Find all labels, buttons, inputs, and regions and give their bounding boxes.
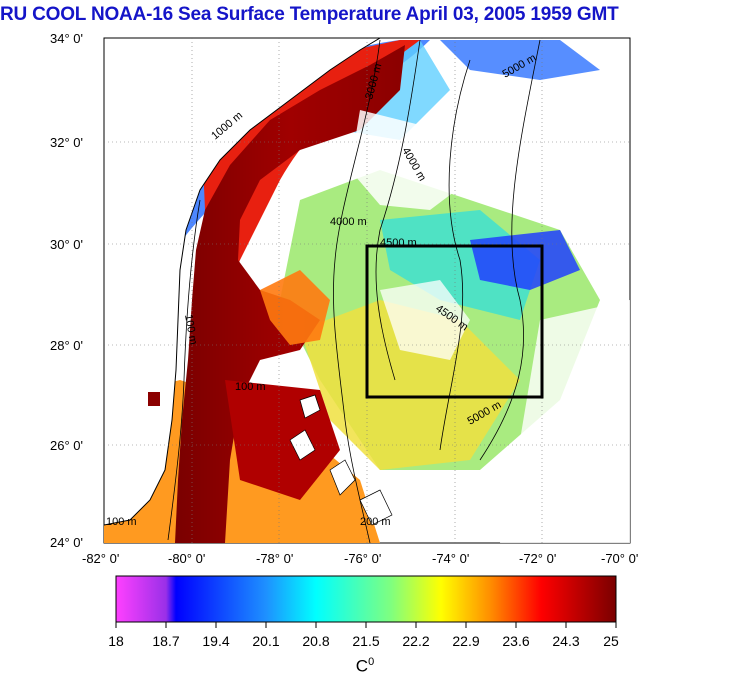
bahamas-islands: [289, 394, 393, 526]
contour-label: 4500 m: [380, 237, 417, 249]
colorbar-tick-label: 20.8: [302, 633, 330, 649]
northern-blue-patch: [440, 40, 600, 80]
colorbar-tick-label: 23.6: [502, 633, 530, 649]
colorbar-tick-label: 22.2: [402, 633, 430, 649]
colorbar-ticks: [115, 622, 617, 628]
contour-label: 100 m: [182, 313, 199, 345]
lon-label: -74° 0': [432, 551, 470, 566]
colorbar-tick-label: 20.1: [252, 633, 280, 649]
contour-label: 100 m: [106, 516, 137, 528]
florida-land: [104, 38, 381, 526]
contour-label: 200 m: [360, 516, 391, 528]
colorbar-tick-label: 24.3: [552, 633, 580, 649]
colorbar-tick-label: 21.5: [352, 633, 380, 649]
contour-label: 100 m: [235, 381, 266, 393]
lat-label: 28° 0': [50, 338, 83, 353]
lat-label: 24° 0': [50, 535, 83, 550]
contour-label: 4000 m: [330, 216, 367, 228]
lat-label: 30° 0': [50, 237, 83, 252]
study-area-box: [365, 244, 544, 399]
lon-label: -72° 0': [519, 551, 557, 566]
cloud-cover-box: [380, 280, 470, 360]
lon-label: -78° 0': [256, 551, 294, 566]
colorbar-tick-label: 18.7: [152, 633, 180, 649]
bathymetry-contours: [167, 39, 541, 543]
lon-label: -82° 0': [82, 551, 120, 566]
cloud-cover-east: [500, 300, 630, 543]
lat-label: 32° 0': [50, 135, 83, 150]
lon-label: -76° 0': [344, 551, 382, 566]
colorbar-tick-label: 25: [603, 633, 619, 649]
lat-label: 26° 0': [50, 438, 83, 453]
colorbar-unit-superscript: 0: [368, 656, 375, 668]
map-title: RU COOL NOAA-16 Sea Surface Temperature …: [0, 4, 619, 25]
colorbar-tick-label: 19.4: [202, 633, 230, 649]
lon-label: -70° 0': [601, 551, 639, 566]
colorbar-tick-label: 22.9: [452, 633, 480, 649]
gulf-stream-orange-edge: [260, 270, 330, 345]
yellow-offshore-water: [300, 300, 520, 470]
colorbar-unit: C0: [356, 656, 374, 677]
cloud-cover: [350, 110, 470, 210]
colorbar: [115, 575, 617, 623]
colorbar-unit-text: C: [355, 656, 369, 676]
cold-spot: [148, 392, 160, 406]
lat-label: 34° 0': [50, 31, 83, 46]
lon-label: -80° 0': [168, 551, 206, 566]
colorbar-tick-label: 18: [108, 633, 124, 649]
